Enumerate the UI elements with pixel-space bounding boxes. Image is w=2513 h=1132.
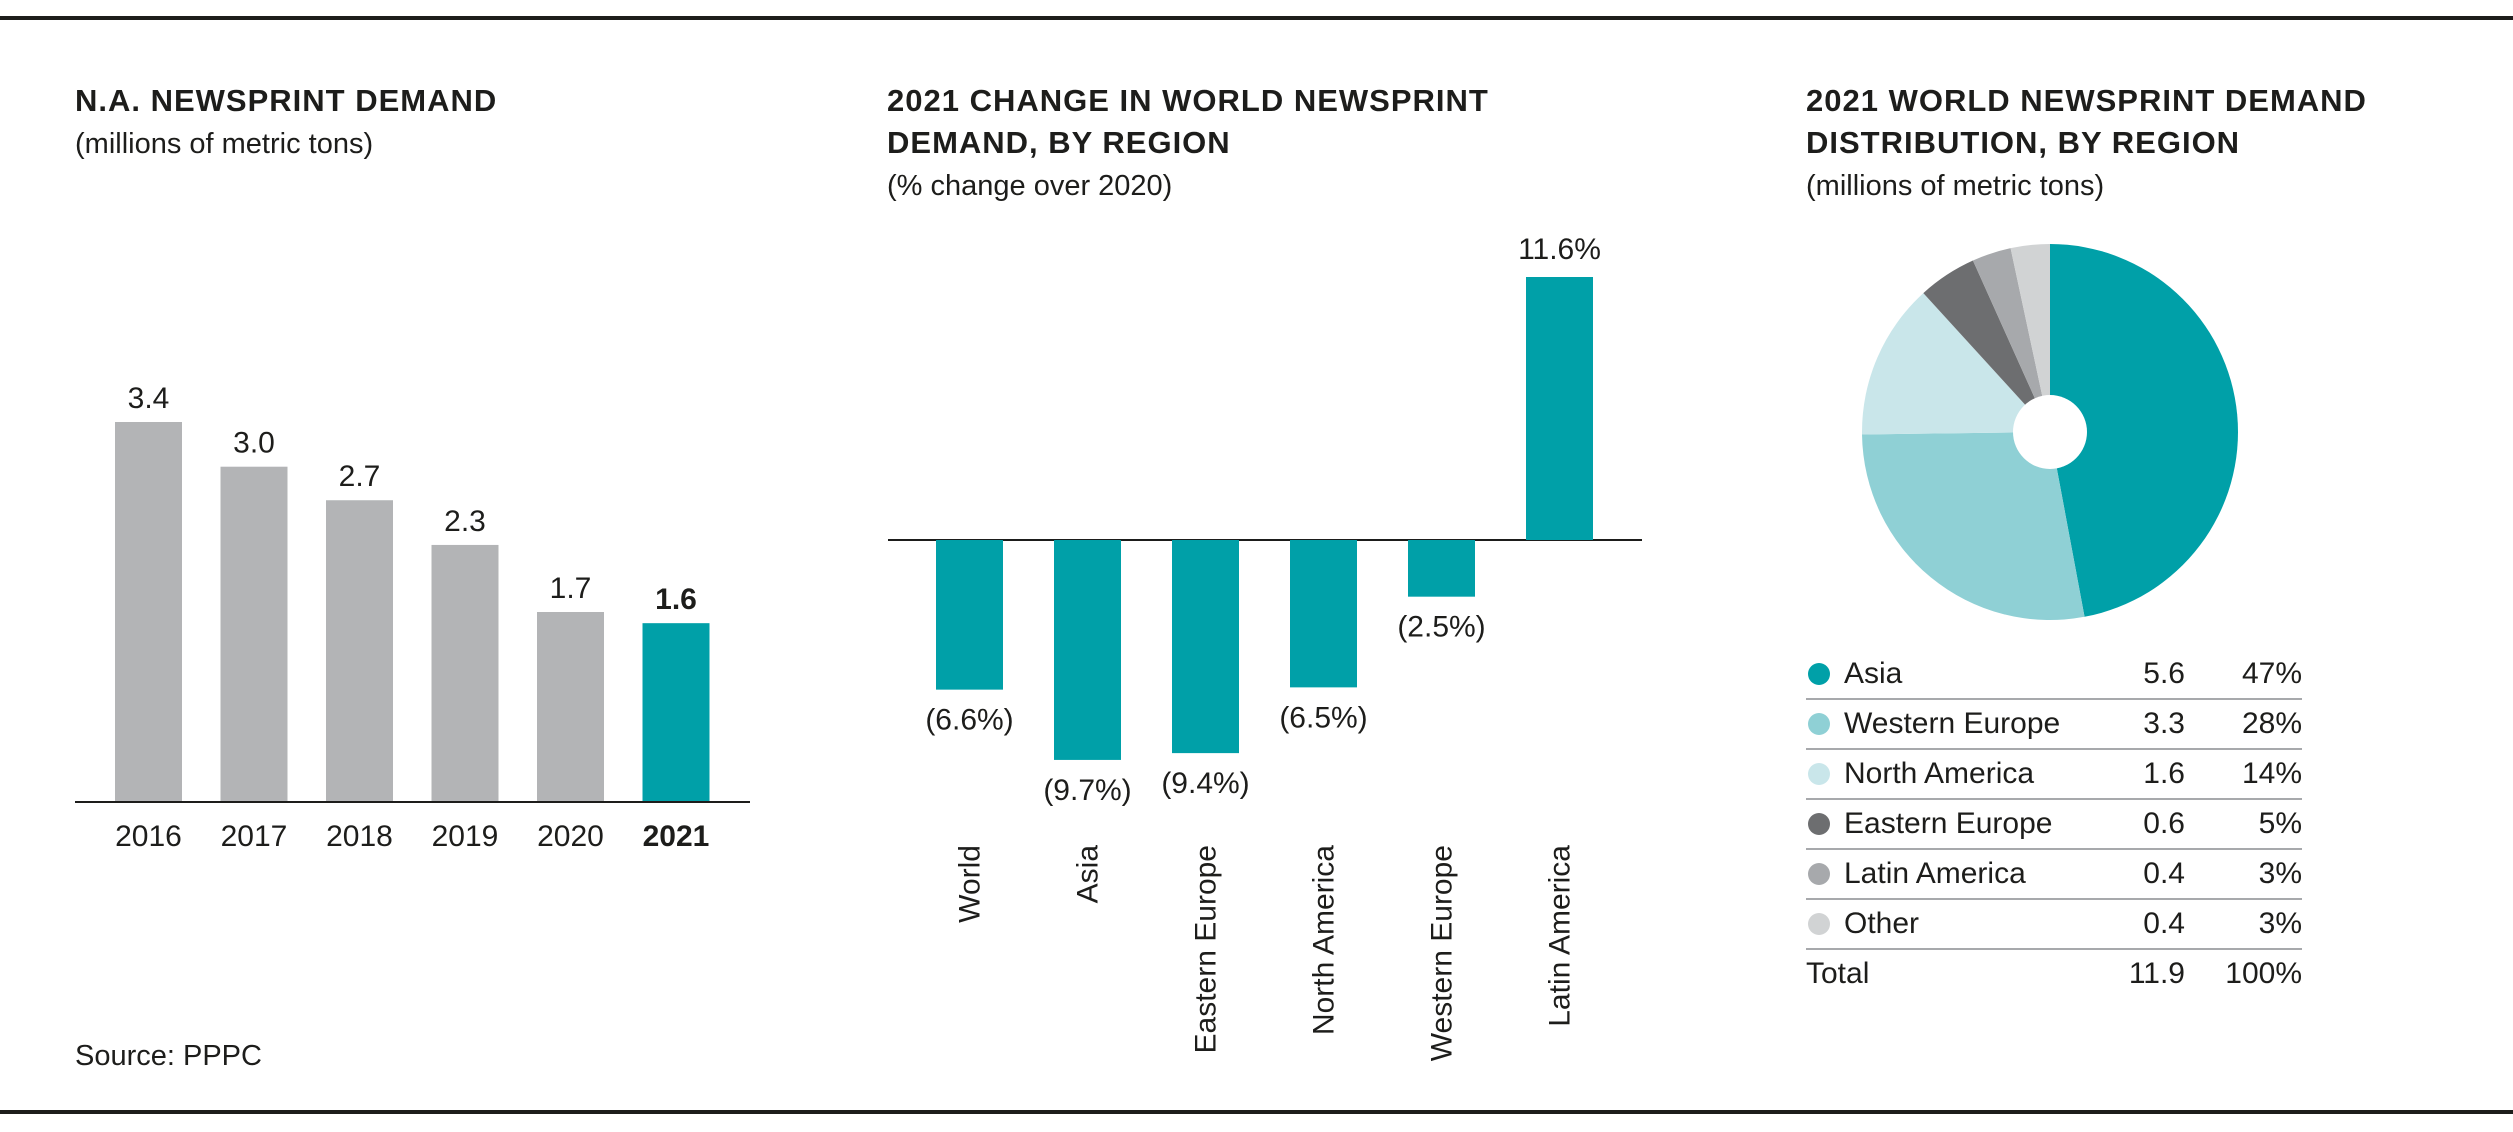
legend-total-value: 11.9 (2128, 957, 2185, 990)
slice-asia (2050, 244, 2238, 617)
legend-swatch (1808, 863, 1830, 885)
legend-swatch (1808, 763, 1830, 785)
category-label-western-europe: Western Europe (1426, 845, 1459, 1061)
legend-percent: 14% (2241, 757, 2302, 790)
legend-label: North America (1844, 757, 2035, 790)
legend-row-latin-america: Latin America 0.4 3% (1806, 850, 2302, 900)
na-demand-subtitle: (millions of metric tons) (75, 128, 374, 160)
distribution-donut-chart (1862, 244, 2238, 620)
source-note: Source: PPPC (75, 1040, 262, 1072)
slice-latin-america (1972, 248, 2050, 432)
legend-label: Eastern Europe (1844, 807, 2053, 840)
bar-2016 (115, 422, 182, 802)
legend-value: 0.6 (2143, 807, 2185, 840)
change-by-region-title-line2: DEMAND, BY REGION (887, 125, 1231, 160)
legend-percent: 5% (2258, 807, 2302, 840)
legend-row-total: Total 11.9 100% (1806, 950, 2302, 998)
data-label-2020: 1.7 (550, 572, 592, 605)
legend-swatch (1808, 813, 1830, 835)
distribution-title-line2: DISTRIBUTION, BY REGION (1806, 125, 2241, 160)
legend-label: Western Europe (1844, 707, 2061, 740)
slice-north-america (1862, 293, 2050, 435)
x-tick-label-2020: 2020 (537, 820, 604, 853)
slice-western-europe (1862, 432, 2085, 620)
distribution-legend: Asia 5.6 47% Western Europe 3.3 28% Nort… (1806, 650, 2302, 998)
data-label-2021: 1.6 (655, 583, 697, 616)
bar-world (936, 540, 1003, 690)
data-label-2017: 3.0 (233, 427, 275, 460)
legend-row-eastern-europe: Eastern Europe 0.6 5% (1806, 800, 2302, 850)
legend-total-label: Total (1806, 957, 1870, 990)
category-label-asia: Asia (1072, 845, 1105, 904)
bar-2020 (537, 612, 604, 802)
data-label-2019: 2.3 (444, 505, 486, 538)
top-rule (0, 16, 2513, 20)
category-label-north-america: North America (1308, 845, 1341, 1035)
legend-swatch (1808, 663, 1830, 685)
x-tick-label-2018: 2018 (326, 820, 393, 853)
data-label-2016: 3.4 (128, 382, 170, 415)
donut-hole (2013, 395, 2087, 469)
legend-row-other: Other 0.4 3% (1806, 900, 2302, 950)
legend-value: 3.3 (2143, 707, 2185, 740)
legend-percent: 47% (2241, 657, 2302, 690)
legend-row-north-america: North America 1.6 14% (1806, 750, 2302, 800)
bar-2021 (642, 623, 710, 802)
change-by-region-title-line1: 2021 CHANGE IN WORLD NEWSPRINT (887, 83, 1489, 118)
legend-swatch (1808, 913, 1830, 935)
bar-latin-america (1526, 277, 1593, 540)
legend-percent: 3% (2258, 907, 2302, 940)
distribution-title-line1: 2021 WORLD NEWSPRINT DEMAND (1806, 83, 2367, 118)
data-label-north-america: (6.5%) (1279, 701, 1367, 734)
bar-asia (1054, 540, 1121, 760)
bar-western-europe (1408, 540, 1475, 597)
category-label-latin-america: Latin America (1544, 845, 1577, 1027)
legend-value: 0.4 (2143, 857, 2185, 890)
legend-label: Asia (1844, 657, 1903, 690)
bar-2018 (326, 500, 393, 802)
legend-label: Other (1844, 907, 1920, 940)
bottom-rule (0, 1110, 2513, 1114)
data-label-eastern-europe: (9.4%) (1161, 767, 1249, 800)
bar-north-america (1290, 540, 1357, 688)
legend-row-asia: Asia 5.6 47% (1806, 650, 2302, 700)
x-tick-label-2021: 2021 (643, 820, 710, 853)
legend-percent: 3% (2258, 857, 2302, 890)
data-label-2018: 2.7 (339, 460, 381, 493)
legend-total-percent: 100% (2225, 957, 2302, 990)
slice-eastern-europe (1923, 260, 2050, 432)
category-label-world: World (954, 845, 987, 923)
category-label-eastern-europe: Eastern Europe (1190, 845, 1223, 1053)
na-demand-title: N.A. NEWSPRINT DEMAND (75, 83, 498, 118)
data-label-world: (6.6%) (925, 704, 1013, 737)
legend-value: 1.6 (2143, 757, 2185, 790)
legend-value: 5.6 (2143, 657, 2185, 690)
x-tick-label-2017: 2017 (221, 820, 288, 853)
slice-other (2010, 244, 2050, 432)
change-by-region-subtitle: (% change over 2020) (887, 170, 1173, 202)
legend-percent: 28% (2241, 707, 2302, 740)
data-label-latin-america: 11.6% (1518, 233, 1601, 266)
bar-eastern-europe (1172, 540, 1239, 754)
legend-row-western-europe: Western Europe 3.3 28% (1806, 700, 2302, 750)
data-label-asia: (9.7%) (1043, 774, 1131, 807)
distribution-subtitle: (millions of metric tons) (1806, 170, 2105, 202)
na-demand-bar-chart: 3.4 2016 3.0 2017 2.7 2018 2.3 2019 1.7 2020 1.6 20… (75, 382, 750, 853)
legend-swatch (1808, 713, 1830, 735)
bar-2019 (431, 544, 499, 802)
legend-value: 0.4 (2143, 907, 2185, 940)
bar-2017 (220, 466, 288, 802)
x-tick-label-2019: 2019 (432, 820, 499, 853)
x-tick-label-2016: 2016 (115, 820, 182, 853)
change-by-region-bar-chart: (6.6%) World (9.7%) Asia (9.4%) Eastern Europ… (888, 233, 1642, 1061)
data-label-western-europe: (2.5%) (1397, 611, 1485, 644)
legend-label: Latin America (1844, 857, 2026, 890)
